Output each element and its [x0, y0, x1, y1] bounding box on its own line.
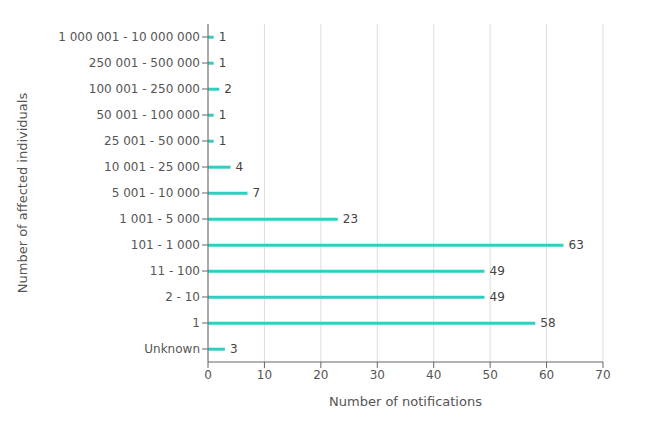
- svg-text:49: 49: [490, 290, 505, 304]
- svg-text:Number of notifications: Number of notifications: [329, 394, 482, 409]
- svg-text:2: 2: [224, 82, 232, 96]
- svg-text:50: 50: [483, 368, 498, 382]
- svg-text:4: 4: [236, 160, 244, 174]
- svg-text:1: 1: [219, 30, 227, 44]
- svg-text:30: 30: [370, 368, 385, 382]
- svg-text:25 001 - 50 000: 25 001 - 50 000: [104, 134, 200, 148]
- svg-text:1: 1: [192, 316, 200, 330]
- svg-text:60: 60: [539, 368, 554, 382]
- svg-text:1 000 001 - 10 000 000: 1 000 001 - 10 000 000: [58, 30, 200, 44]
- svg-text:3: 3: [230, 342, 238, 356]
- svg-text:7: 7: [253, 186, 261, 200]
- svg-text:20: 20: [313, 368, 328, 382]
- svg-text:49: 49: [490, 264, 505, 278]
- svg-text:250 001 - 500 000: 250 001 - 500 000: [89, 56, 200, 70]
- svg-text:70: 70: [595, 368, 610, 382]
- svg-text:Number of affected individuals: Number of affected individuals: [15, 93, 30, 294]
- svg-text:11 - 100: 11 - 100: [150, 264, 200, 278]
- svg-text:5 001 - 10 000: 5 001 - 10 000: [112, 186, 200, 200]
- svg-text:2 - 10: 2 - 10: [165, 290, 200, 304]
- svg-text:10: 10: [257, 368, 272, 382]
- svg-text:1 001 - 5 000: 1 001 - 5 000: [119, 212, 200, 226]
- svg-text:Unknown: Unknown: [144, 342, 200, 356]
- svg-text:23: 23: [343, 212, 358, 226]
- svg-text:1: 1: [219, 134, 227, 148]
- svg-text:10 001 - 25 000: 10 001 - 25 000: [104, 160, 200, 174]
- svg-text:50 001 - 100 000: 50 001 - 100 000: [96, 108, 200, 122]
- svg-text:40: 40: [426, 368, 441, 382]
- svg-text:1: 1: [219, 56, 227, 70]
- svg-text:63: 63: [569, 238, 584, 252]
- svg-text:0: 0: [204, 368, 212, 382]
- svg-text:58: 58: [540, 316, 555, 330]
- svg-text:101 - 1 000: 101 - 1 000: [131, 238, 200, 252]
- svg-text:100 001 - 250 000: 100 001 - 250 000: [89, 82, 200, 96]
- svg-text:1: 1: [219, 108, 227, 122]
